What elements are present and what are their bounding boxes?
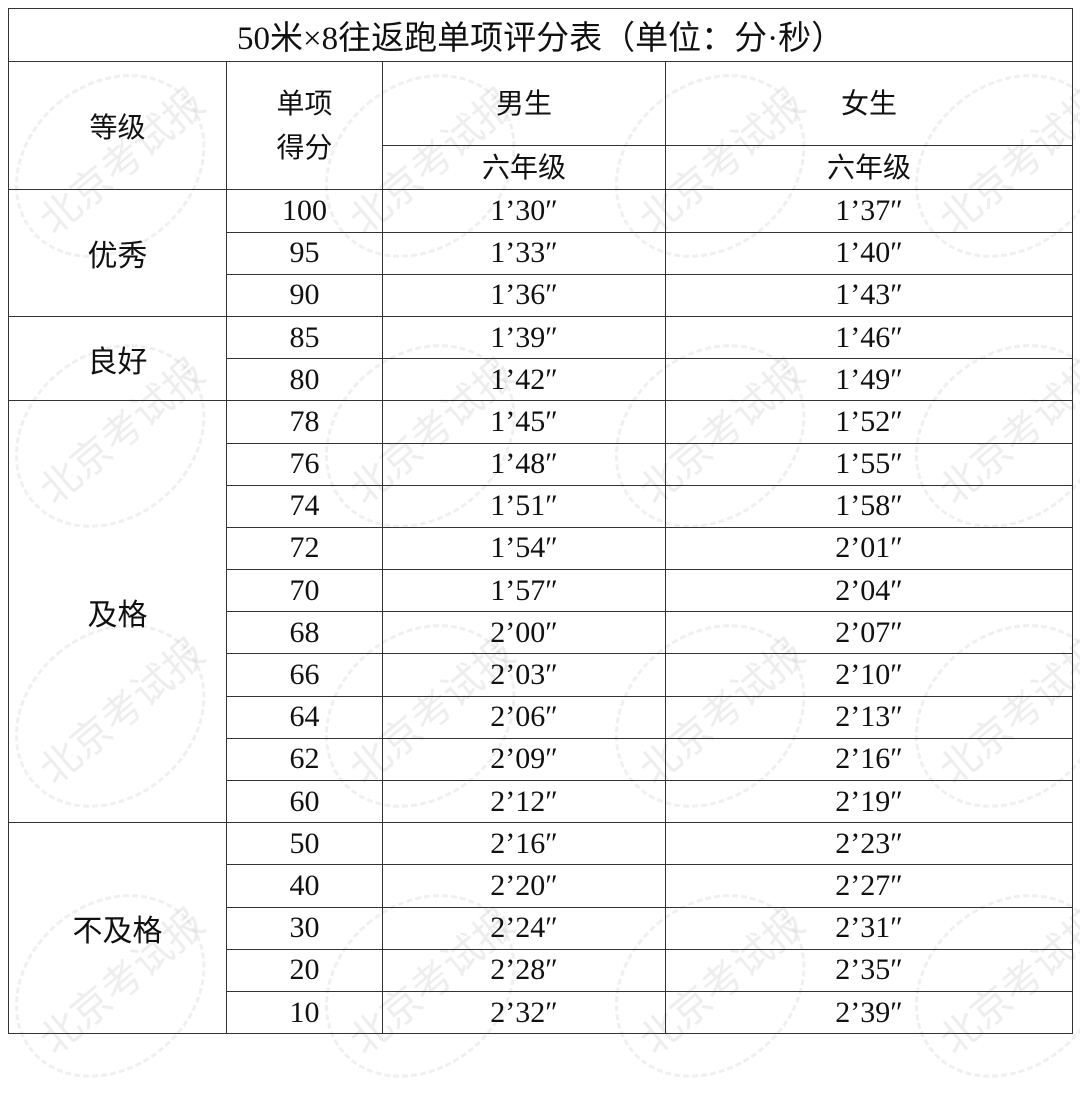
girls-cell: 2’04″ (664, 569, 1074, 613)
score-cell: 60 (226, 780, 383, 824)
boys-cell: 2’32″ (382, 990, 666, 1035)
score-cell: 62 (226, 737, 383, 782)
girls-cell: 1’43″ (664, 273, 1074, 317)
boys-cell: 2’06″ (382, 695, 666, 739)
score-cell: 50 (226, 822, 383, 866)
boys-cell: 2’12″ (382, 780, 666, 824)
table-row: 80 1’42″ 1’49″ (9, 358, 1074, 402)
table-row: 40 2’20″ 2’27″ (9, 864, 1074, 908)
header-boys: 男生 (382, 61, 666, 146)
header-score: 单项 得分 (226, 60, 383, 191)
score-cell: 80 (226, 358, 383, 402)
girls-cell: 2’16″ (664, 737, 1074, 782)
table-row: 74 1’51″ 1’58″ (9, 484, 1074, 528)
table-row: 68 2’00″ 2’07″ (9, 611, 1074, 655)
header-grade: 等级 (8, 60, 227, 191)
score-cell: 40 (226, 864, 383, 908)
table-row: 62 2’09″ 2’16″ (9, 737, 1074, 782)
table-row: 60 2’12″ 2’19″ (9, 780, 1074, 824)
header-score-line1: 单项 (276, 87, 333, 121)
table-row: 95 1’33″ 1’40″ (9, 231, 1074, 275)
girls-cell: 1’55″ (664, 442, 1074, 486)
score-cell: 70 (226, 569, 383, 613)
score-cell: 30 (226, 906, 383, 950)
boys-cell: 1’39″ (382, 315, 666, 360)
score-cell: 100 (226, 189, 383, 233)
score-cell: 76 (226, 442, 383, 486)
grade-cell: 不及格 (8, 822, 227, 1035)
boys-cell: 1’51″ (382, 484, 666, 528)
table-row: 及格 78 1’45″ 1’52″ (8, 400, 1074, 824)
score-cell: 85 (226, 315, 383, 360)
table-row: 不及格 50 2’16″ 2’23″ (8, 822, 1074, 1035)
girls-cell: 1’40″ (664, 231, 1074, 275)
score-table: 50米×8往返跑单项评分表（单位：分·秒） 等级 单项 得分 男生 女生 六年级… (7, 8, 1074, 1035)
boys-cell: 2’20″ (382, 864, 666, 908)
boys-cell: 2’09″ (382, 737, 666, 782)
girls-cell: 2’39″ (664, 990, 1074, 1035)
table-row: 76 1’48″ 1’55″ (9, 442, 1074, 486)
score-cell: 20 (226, 948, 383, 992)
girls-cell: 1’46″ (664, 315, 1074, 360)
score-cell: 64 (226, 695, 383, 739)
girls-cell: 2’10″ (664, 653, 1074, 697)
girls-cell: 2’23″ (664, 822, 1074, 866)
girls-cell: 1’52″ (664, 400, 1074, 444)
grade-cell: 及格 (8, 400, 227, 824)
score-cell: 10 (226, 990, 383, 1035)
table-row: 10 2’32″ 2’39″ (9, 990, 1074, 1035)
boys-cell: 1’57″ (382, 569, 666, 613)
score-cell: 74 (226, 484, 383, 528)
boys-cell: 2’24″ (382, 906, 666, 950)
header-score-line2: 得分 (276, 130, 333, 164)
table-row: 70 1’57″ 2’04″ (9, 569, 1074, 613)
boys-cell: 2’00″ (382, 611, 666, 655)
boys-cell: 1’54″ (382, 526, 666, 571)
table-row: 66 2’03″ 2’10″ (9, 653, 1074, 697)
boys-cell: 1’36″ (382, 273, 666, 317)
boys-cell: 1’42″ (382, 358, 666, 402)
table-row: 优秀 100 1’30″ 1’37″ (8, 189, 1074, 317)
girls-cell: 2’07″ (664, 611, 1074, 655)
girls-cell: 2’27″ (664, 864, 1074, 908)
header-girls-grade: 六年级 (664, 144, 1074, 191)
score-cell: 68 (226, 611, 383, 655)
table-row: 72 1’54″ 2’01″ (9, 526, 1074, 571)
score-cell: 66 (226, 653, 383, 697)
boys-cell: 2’03″ (382, 653, 666, 697)
girls-cell: 1’49″ (664, 358, 1074, 402)
score-cell: 95 (226, 231, 383, 275)
header-boys-grade: 六年级 (382, 144, 666, 191)
header-girls: 女生 (664, 61, 1074, 146)
grade-cell: 良好 (8, 315, 227, 402)
table-row: 20 2’28″ 2’35″ (9, 948, 1074, 992)
boys-cell: 1’30″ (382, 189, 666, 233)
boys-cell: 2’16″ (382, 822, 666, 866)
boys-cell: 1’33″ (382, 231, 666, 275)
boys-cell: 1’45″ (382, 400, 666, 444)
score-cell: 90 (226, 273, 383, 317)
girls-cell: 2’31″ (664, 906, 1074, 950)
girls-cell: 2’19″ (664, 780, 1074, 824)
boys-cell: 2’28″ (382, 948, 666, 992)
table-title: 50米×8往返跑单项评分表（单位：分·秒） (7, 8, 1074, 62)
score-cell: 72 (226, 526, 383, 571)
table-row: 良好 85 1’39″ 1’46″ (8, 315, 1074, 402)
girls-cell: 1’58″ (664, 484, 1074, 528)
score-cell: 78 (226, 400, 383, 444)
girls-cell: 2’01″ (664, 526, 1074, 571)
table-row: 30 2’24″ 2’31″ (9, 906, 1074, 950)
girls-cell: 1’37″ (664, 189, 1074, 233)
boys-cell: 1’48″ (382, 442, 666, 486)
grade-cell: 优秀 (8, 189, 227, 317)
girls-cell: 2’13″ (664, 695, 1074, 739)
girls-cell: 2’35″ (664, 948, 1074, 992)
